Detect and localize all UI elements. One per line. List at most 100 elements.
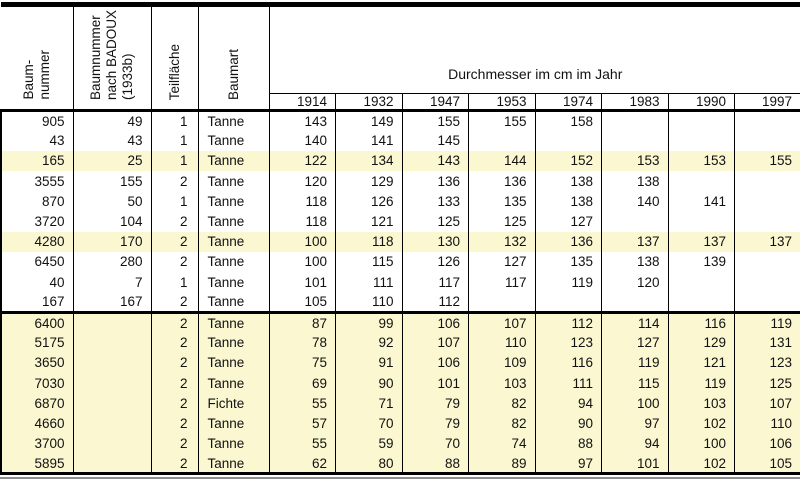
year-header-1932: 1932 xyxy=(335,93,402,111)
cell-baumnummer: 5895 xyxy=(0,453,73,474)
durchmesser-table: Baum- nummer Baumnummer nach BADOUX (193… xyxy=(0,2,800,476)
cell-year-1990: 119 xyxy=(667,372,735,394)
cell-badoux: 49 xyxy=(72,110,151,131)
cell-year-1953: 89 xyxy=(468,453,535,474)
cell-badoux: 167 xyxy=(72,292,151,313)
cell-year-1953: 74 xyxy=(468,433,535,454)
cell-year-1932: 92 xyxy=(335,332,402,353)
cell-year-1953: 127 xyxy=(468,251,535,272)
cell-year-1990 xyxy=(667,110,735,131)
cell-year-1932: 126 xyxy=(335,191,402,212)
cell-year-1983: 127 xyxy=(601,332,668,353)
cell-baumart: Tanne xyxy=(197,292,269,313)
cell-year-1932: 118 xyxy=(335,231,402,252)
cell-baumart: Tanne xyxy=(197,352,269,373)
cell-teilflaeche: 2 xyxy=(150,433,198,454)
cell-year-1932: 90 xyxy=(335,372,402,394)
cell-year-1974: 116 xyxy=(534,352,602,373)
cell-year-1914: 143 xyxy=(268,110,336,131)
cell-year-1983: 115 xyxy=(601,372,668,394)
cell-year-1997: 110 xyxy=(734,413,800,434)
cell-year-1983 xyxy=(601,130,668,151)
cell-year-1914: 55 xyxy=(268,393,336,414)
cell-year-1932: 115 xyxy=(335,251,402,272)
col-header-badoux: Baumnummer nach BADOUX (1933b) xyxy=(72,4,151,111)
table-row: 3700 2 Tanne 55 59 70 74 88 94 100 106 xyxy=(0,433,800,454)
cell-year-1997 xyxy=(734,110,800,131)
cell-year-1974: 112 xyxy=(534,312,602,333)
table-row: 6400 2 Tanne 87 99 106 107 112 114 116 119 xyxy=(0,312,800,333)
cell-baumart: Tanne xyxy=(197,413,269,434)
table-row: 3650 2 Tanne 75 91 106 109 116 119 121 123 xyxy=(0,352,800,373)
cell-year-1932: 110 xyxy=(335,292,402,313)
cell-year-1997 xyxy=(734,130,800,151)
cell-year-1974: 158 xyxy=(534,110,602,131)
cell-badoux: 280 xyxy=(72,251,151,272)
cell-teilflaeche: 2 xyxy=(150,453,198,474)
cell-badoux xyxy=(72,352,151,373)
cell-year-1974: 138 xyxy=(534,171,602,192)
cell-teilflaeche: 2 xyxy=(150,312,198,333)
cell-year-1997 xyxy=(734,191,800,212)
table-row: 6450 280 2 Tanne 100 115 126 127 135 138 139 xyxy=(0,251,800,272)
cell-teilflaeche: 1 xyxy=(150,272,198,293)
cell-year-1947: 101 xyxy=(401,372,469,394)
cell-baumart: Tanne xyxy=(197,312,269,333)
cell-year-1997 xyxy=(734,211,800,232)
cell-year-1990 xyxy=(667,211,735,232)
year-header-1983: 1983 xyxy=(601,93,668,111)
cell-year-1947: 155 xyxy=(401,110,469,131)
cell-baumnummer: 43 xyxy=(0,130,73,151)
cell-year-1947: 106 xyxy=(401,352,469,373)
cell-year-1974: 123 xyxy=(534,332,602,353)
year-header-1914: 1914 xyxy=(268,93,336,111)
table-row: 5895 2 Tanne 62 80 88 89 97 101 102 105 xyxy=(0,453,800,474)
cell-year-1947: 112 xyxy=(401,292,469,313)
cell-year-1990: 137 xyxy=(667,231,735,252)
year-header-1953: 1953 xyxy=(468,93,535,111)
cell-year-1990: 103 xyxy=(667,393,735,414)
cell-year-1932: 149 xyxy=(335,110,402,131)
cell-year-1947: 107 xyxy=(401,332,469,353)
table-row: 4280 170 2 Tanne 100 118 130 132 136 137 137 137 xyxy=(0,231,800,252)
cell-year-1953: 82 xyxy=(468,413,535,434)
cell-year-1953: 155 xyxy=(468,110,535,131)
cell-year-1953: 82 xyxy=(468,393,535,414)
cell-year-1914: 69 xyxy=(268,372,336,394)
cell-year-1932: 111 xyxy=(335,272,402,293)
cell-year-1932: 141 xyxy=(335,130,402,151)
cell-year-1947: 145 xyxy=(401,130,469,151)
cell-year-1983: 153 xyxy=(601,150,668,172)
table-row: 40 7 1 Tanne 101 111 117 117 119 120 xyxy=(0,272,800,293)
cell-badoux: 155 xyxy=(72,171,151,192)
table-row: 3555 155 2 Tanne 120 129 136 136 138 138 xyxy=(0,171,800,192)
cell-baumnummer: 165 xyxy=(0,150,73,172)
cell-year-1974: 127 xyxy=(534,211,602,232)
cell-badoux: 104 xyxy=(72,211,151,232)
table-row: 165 25 1 Tanne 122 134 143 144 152 153 153 155 xyxy=(0,150,800,172)
cell-year-1947: 133 xyxy=(401,191,469,212)
cell-baumnummer: 6400 xyxy=(0,312,73,333)
cell-year-1983: 138 xyxy=(601,251,668,272)
cell-year-1974: 88 xyxy=(534,433,602,454)
cell-year-1932: 129 xyxy=(335,171,402,192)
table-section-2: 6400 2 Tanne 87 99 106 107 112 114 116 119 5175 2 Tan… xyxy=(0,312,800,474)
cell-year-1990: 129 xyxy=(667,332,735,353)
cell-badoux xyxy=(72,332,151,353)
cell-baumnummer: 4660 xyxy=(0,413,73,434)
cell-teilflaeche: 2 xyxy=(150,251,198,272)
cell-year-1947: 126 xyxy=(401,251,469,272)
cell-year-1914: 100 xyxy=(268,231,336,252)
cell-year-1983 xyxy=(601,211,668,232)
cell-teilflaeche: 2 xyxy=(150,171,198,192)
cell-year-1983: 140 xyxy=(601,191,668,212)
cell-year-1990: 139 xyxy=(667,251,735,272)
cell-year-1990 xyxy=(667,292,735,313)
col-header-badoux-label: Baumnummer nach BADOUX (1933b) xyxy=(88,9,135,100)
cell-year-1974: 135 xyxy=(534,251,602,272)
cell-year-1983: 94 xyxy=(601,433,668,454)
cell-year-1990: 100 xyxy=(667,433,735,454)
cell-year-1932: 134 xyxy=(335,150,402,172)
cell-year-1947: 88 xyxy=(401,453,469,474)
cell-year-1914: 78 xyxy=(268,332,336,353)
